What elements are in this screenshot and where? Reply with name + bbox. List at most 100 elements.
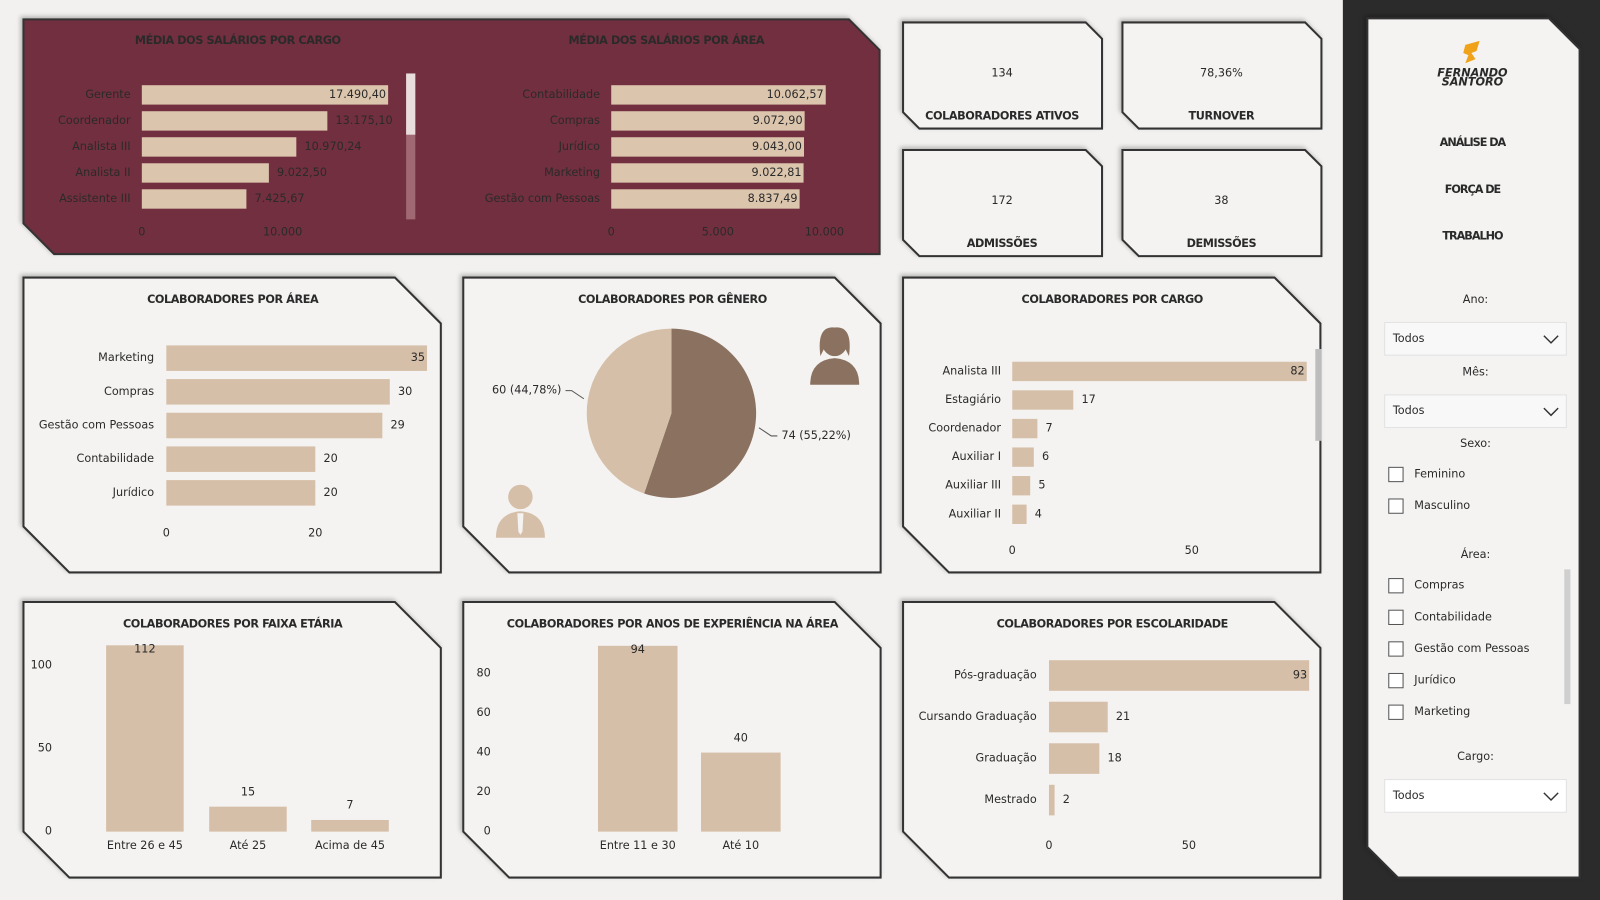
data-label: 29 (391, 419, 405, 432)
panel (902, 148, 1104, 258)
y-tick-label: Compras (550, 114, 600, 127)
bar (141, 111, 328, 131)
data-label: 7 (1046, 422, 1053, 435)
y-tick-label: 0 (484, 825, 491, 838)
bar (597, 645, 678, 832)
bar (141, 137, 297, 157)
checkbox[interactable] (1388, 578, 1404, 594)
scrollbar-thumb[interactable] (1564, 569, 1571, 705)
filter-label: Mês: (1462, 365, 1488, 378)
checkbox[interactable] (1388, 466, 1404, 483)
filter-label: Sexo: (1460, 437, 1491, 450)
x-tick-label: 0 (1009, 544, 1016, 557)
checkbox[interactable] (1388, 641, 1404, 657)
data-label: 2 (1063, 793, 1070, 806)
bar (1012, 476, 1031, 496)
data-label: 13.175,10 (336, 114, 393, 127)
y-tick-label: Assistente III (59, 192, 131, 205)
y-tick-label: Mestrado (984, 793, 1036, 806)
panel (902, 21, 1104, 130)
dropdown[interactable] (1384, 321, 1567, 356)
data-label: 9.072,90 (753, 114, 803, 127)
kpi-label: COLABORADORES ATIVOS (925, 109, 1079, 122)
y-tick-label: Coordenador (928, 422, 1001, 435)
chart-title: MÉDIA DOS SALÁRIOS POR CARGO (135, 34, 341, 47)
panel (1366, 17, 1581, 879)
data-label: 94 (631, 643, 645, 656)
x-tick-label: 0 (138, 226, 145, 239)
y-tick-label: Estagiário (945, 393, 1001, 406)
y-tick-label: 20 (477, 785, 491, 798)
filter-label: Ano: (1463, 293, 1488, 306)
pie-slice (586, 328, 672, 494)
data-label: 15 (241, 785, 255, 798)
y-tick-label: 50 (38, 741, 52, 754)
panel (22, 18, 881, 256)
sidebar-title: ANÁLISE DA (1440, 136, 1507, 149)
data-label: 6 (1042, 450, 1049, 463)
icon-tie (517, 513, 524, 535)
data-label: 7 (346, 799, 353, 812)
y-tick-label: Contabilidade (522, 88, 600, 101)
y-tick-label: Compras (104, 385, 154, 398)
bar (701, 752, 781, 832)
y-tick-label: Pós-graduação (954, 669, 1037, 682)
x-tick-label: 0 (1045, 839, 1052, 852)
checkbox-label: Gestão com Pessoas (1414, 642, 1529, 655)
scrollbar-thumb[interactable] (1315, 348, 1322, 441)
y-tick-label: Gestão com Pessoas (485, 192, 600, 205)
data-label: 9.043,00 (752, 140, 802, 153)
checkbox[interactable] (1388, 498, 1404, 514)
x-tick-label: 10.000 (263, 226, 302, 239)
y-tick-label: 40 (477, 746, 491, 759)
x-tick-label: Acima de 45 (315, 839, 385, 852)
chart-title: COLABORADORES POR ESCOLARIDADE (997, 617, 1228, 630)
checkbox[interactable] (1388, 609, 1404, 625)
bar (1048, 701, 1108, 733)
y-tick-label: Jurídico (558, 140, 601, 153)
bar (141, 163, 269, 183)
bar (166, 412, 383, 439)
scrollbar[interactable] (406, 73, 416, 220)
y-tick-label: Coordenador (58, 114, 131, 127)
bar (166, 480, 316, 506)
icon-hair (819, 327, 850, 357)
checkbox-label: Marketing (1414, 705, 1470, 718)
chart-title: COLABORADORES POR ANOS DE EXPERIÊNCIA NA… (507, 617, 839, 630)
checkbox[interactable] (1388, 704, 1404, 720)
leader-line (758, 427, 778, 437)
dropdown-value: Todos (1392, 404, 1425, 417)
y-tick-label: Marketing (544, 166, 600, 179)
data-label: 8.837,49 (748, 192, 798, 205)
kpi-label: DEMISSÕES (1187, 237, 1257, 250)
dropdown-chevron (1543, 335, 1559, 344)
y-tick-label: Auxiliar I (952, 450, 1001, 463)
y-tick-label: Analista II (75, 166, 130, 179)
dropdown[interactable] (1384, 779, 1567, 813)
checkbox-label: Compras (1414, 579, 1464, 592)
kpi-label: ADMISSÕES (967, 237, 1038, 250)
pie-slice (644, 328, 757, 498)
icon-head (508, 484, 533, 510)
dropdown-value: Todos (1392, 332, 1425, 345)
scrollbar-thumb[interactable] (406, 73, 416, 135)
data-label: 9.022,50 (277, 166, 327, 179)
dropdown-value: Todos (1392, 789, 1425, 802)
x-tick-label: 10.000 (805, 226, 844, 239)
icon-man (495, 484, 545, 538)
dropdown[interactable] (1384, 394, 1567, 429)
data-label: 93 (1293, 669, 1307, 682)
logo-icon (1463, 40, 1480, 64)
data-label: 7.425,67 (255, 192, 305, 205)
bar (166, 446, 316, 472)
x-tick-label: 0 (608, 226, 615, 239)
checkbox[interactable] (1388, 672, 1404, 689)
panel (1121, 21, 1323, 130)
data-label: 20 (323, 486, 337, 499)
bar (106, 645, 184, 832)
y-tick-label: Marketing (98, 351, 154, 364)
bar (141, 189, 247, 209)
x-tick-label: 20 (308, 527, 322, 540)
y-tick-label: Contabilidade (77, 452, 155, 465)
